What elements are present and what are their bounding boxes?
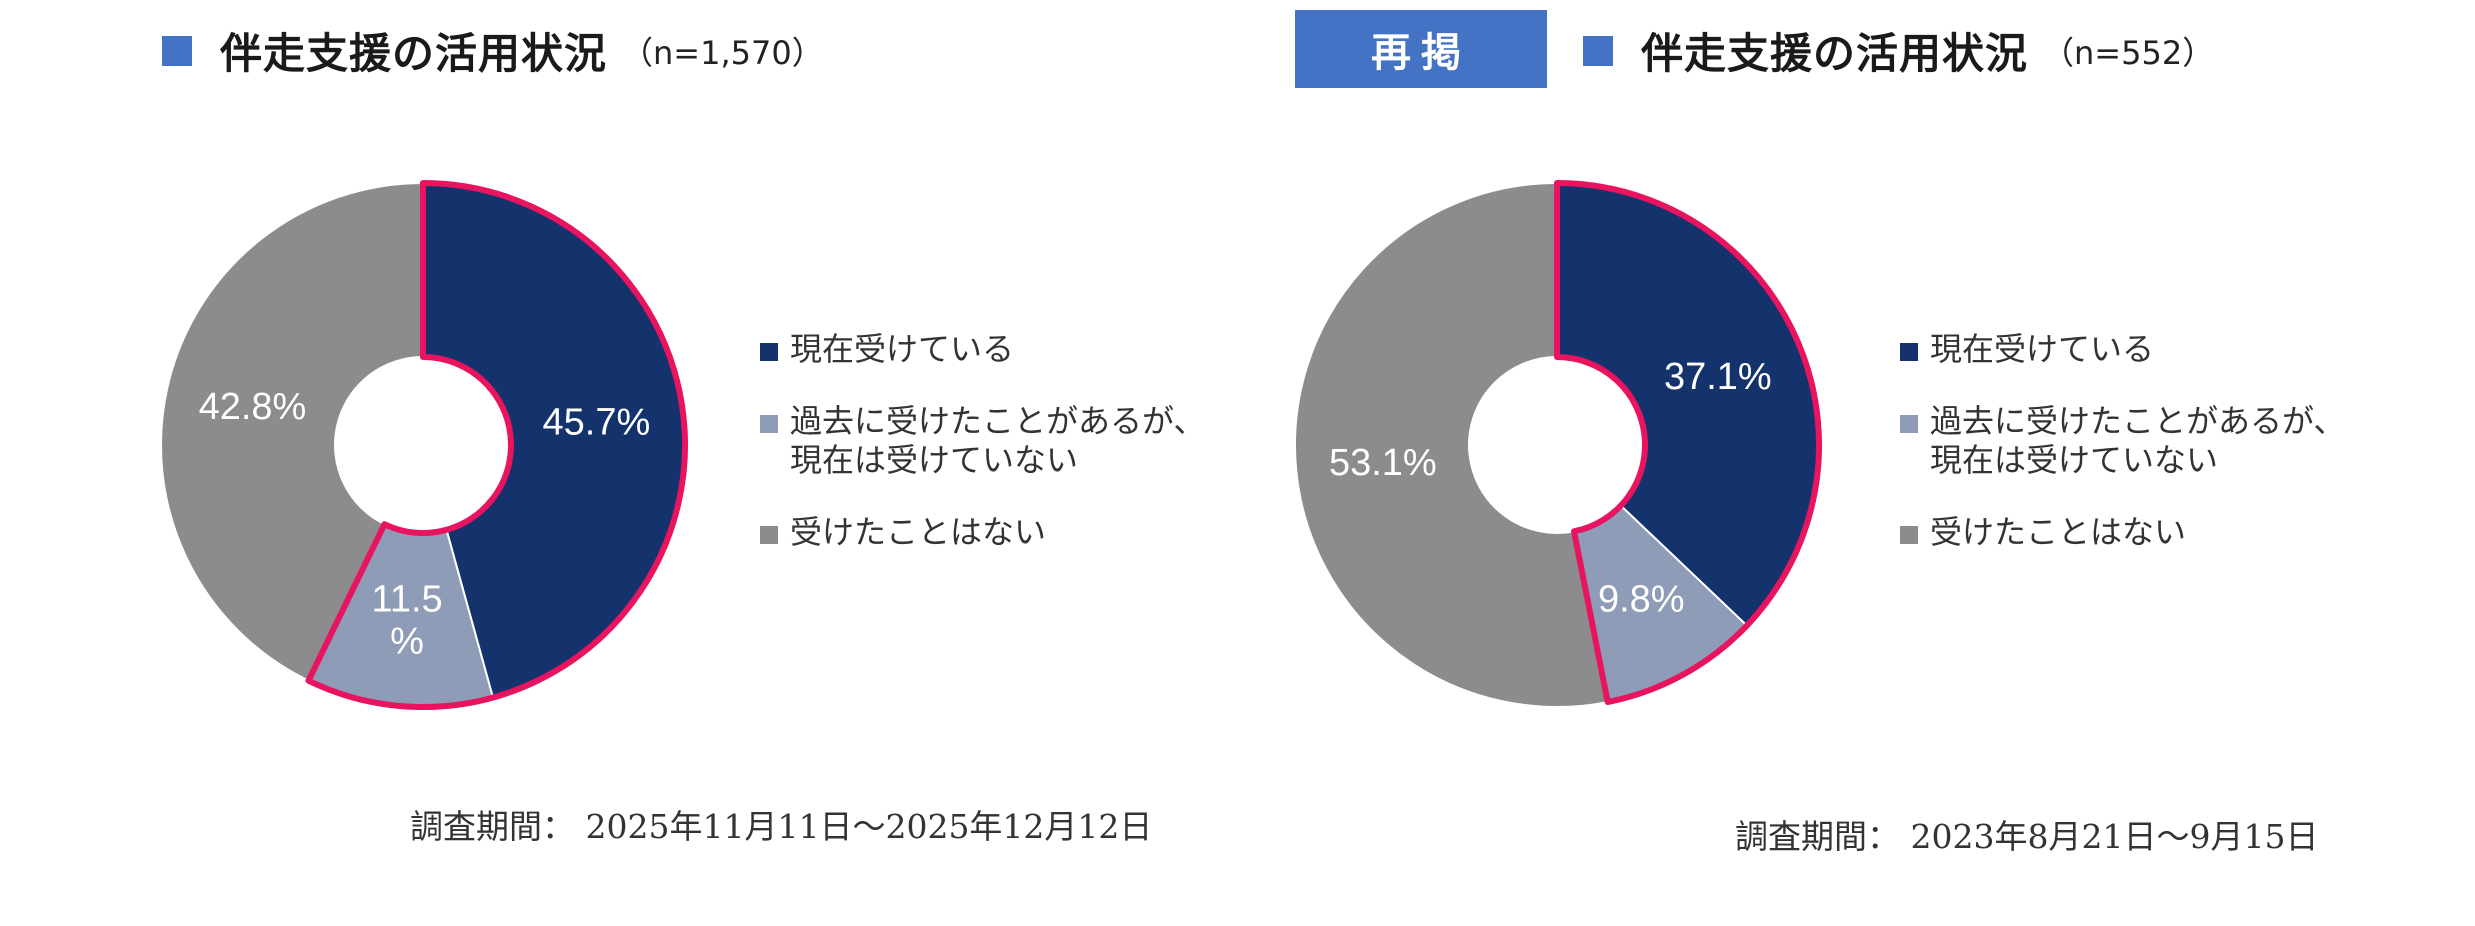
right-survey-period: 調査期間： 2023年8月21日～9月15日 — [1735, 817, 2319, 856]
legend-item-past: 過去に受けたことがあるが、 現在は受けていない — [760, 402, 1205, 479]
legend-label-past: 過去に受けたことがあるが、 現在は受けていない — [790, 402, 1206, 479]
legend-label-current: 現在受けている — [790, 330, 1015, 368]
right-title-row: 伴走支援の活用状況 （n=552） — [1583, 20, 2214, 81]
left-title-row: 伴走支援の活用状況 （n=1,570） — [162, 20, 824, 81]
title-square-icon — [162, 35, 192, 66]
slice-label-never: 53.1% — [1329, 442, 1437, 484]
legend-label-past: 過去に受けたことがあるが、 現在は受けていない — [1930, 402, 2346, 479]
slice-label-current: 37.1% — [1664, 356, 1772, 398]
legend-item-current: 現在受けている — [1900, 330, 2345, 368]
legend-label-never: 受けたことはない — [790, 513, 1047, 552]
legend-swatch-current — [1900, 343, 1918, 361]
legend-swatch-past — [760, 415, 778, 434]
donut-slice-never — [160, 181, 424, 682]
legend-swatch-past — [1900, 415, 1918, 434]
repost-badge: 再掲 — [1295, 10, 1547, 88]
donut-slice-never — [1294, 181, 1609, 708]
left-legend: 現在受けている 過去に受けたことがあるが、 現在は受けていない 受けたことはない — [760, 330, 1205, 586]
legend-label-never: 受けたことはない — [1930, 513, 2187, 552]
left-panel: 伴走支援の活用状況 （n=1,570） 45.7% 11.5% 42.8% 現在受け… — [0, 0, 1230, 926]
slice-label-never: 42.8% — [199, 386, 307, 428]
slice-label-past: 9.8% — [1598, 578, 1685, 620]
left-donut-chart: 45.7% 11.5 % 42.8% — [160, 180, 688, 710]
right-donut-chart: 37.1% 9.8% 53.1% — [1294, 180, 1822, 708]
legend-item-never: 受けたことはない — [1900, 513, 2345, 551]
title-square-icon — [1583, 35, 1613, 66]
legend-item-current: 現在受けている — [760, 330, 1205, 368]
slice-label-past: 11.5% — [372, 578, 443, 662]
legend-item-past: 過去に受けたことがあるが、 現在は受けていない — [1900, 402, 2345, 479]
right-panel: 再掲 伴走支援の活用状況 （n=552） 37.1% 9.8% 53.1% 現在受け… — [1230, 0, 2475, 926]
right-chart-title: 伴走支援の活用状況 — [1641, 29, 2029, 78]
left-chart-title: 伴走支援の活用状況 — [220, 29, 608, 78]
legend-item-never: 受けたことはない — [760, 513, 1205, 551]
right-sample-size: （n=552） — [2042, 33, 2215, 72]
legend-swatch-never — [760, 526, 778, 545]
highlight-outline — [305, 180, 688, 710]
right-legend: 現在受けている 過去に受けたことがあるが、 現在は受けていない 受けたことはない — [1900, 330, 2345, 586]
legend-label-current: 現在受けている — [1930, 330, 2155, 368]
legend-swatch-never — [1900, 526, 1918, 545]
highlight-outline — [1554, 180, 1822, 706]
slice-label-current: 45.7% — [543, 401, 651, 443]
left-survey-period: 調査期間： 2025年11月11日～2025年12月12日 — [410, 807, 1153, 846]
legend-swatch-current — [760, 343, 778, 361]
left-sample-size: （n=1,570） — [621, 33, 824, 72]
